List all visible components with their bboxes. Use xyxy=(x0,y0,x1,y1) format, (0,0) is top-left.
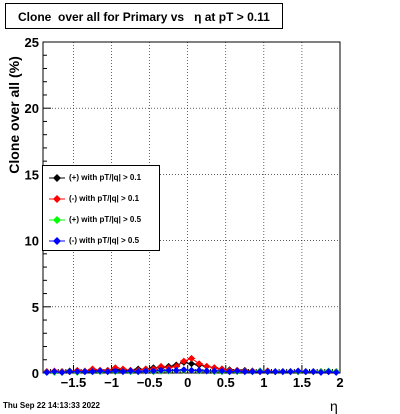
legend-label: (+) with pT/|q| > 0.1 xyxy=(69,173,142,182)
data-point xyxy=(264,368,272,376)
legend-label: (-) with pT/|q| > 0.5 xyxy=(69,236,140,245)
data-point xyxy=(218,367,226,375)
y-tick-label: 5 xyxy=(32,300,39,315)
legend-marker-red xyxy=(49,195,65,203)
data-point xyxy=(203,367,211,375)
data-point xyxy=(210,367,218,375)
series-3 xyxy=(43,366,340,376)
legend-entry: (+) with pT/|q| > 0.5 xyxy=(43,210,159,230)
data-point xyxy=(195,360,203,368)
data-point xyxy=(180,366,188,374)
data-point xyxy=(294,367,302,375)
data-point xyxy=(256,368,264,376)
data-point xyxy=(309,368,317,376)
chart-title: Clone over all for Primary vs η at pT > … xyxy=(18,10,270,24)
data-point xyxy=(134,368,142,376)
data-point xyxy=(248,368,256,376)
legend-label: (-) with pT/|q| > 0.1 xyxy=(69,194,140,203)
data-point xyxy=(149,367,157,375)
x-tick-label: −1.5 xyxy=(61,375,87,390)
x-tick-label: 2 xyxy=(336,375,343,390)
data-point xyxy=(180,357,188,365)
data-point xyxy=(317,368,325,376)
y-tick-label: 0 xyxy=(32,366,39,381)
x-tick-label: 0 xyxy=(184,375,191,390)
data-series xyxy=(43,354,340,376)
data-point xyxy=(66,368,74,376)
data-point xyxy=(73,368,81,376)
data-point xyxy=(188,366,195,374)
data-point xyxy=(50,368,58,376)
legend-marker-green xyxy=(49,216,65,224)
data-point xyxy=(43,368,51,376)
data-point xyxy=(302,368,310,376)
x-tick-label: 1.5 xyxy=(293,375,311,390)
data-point xyxy=(188,360,195,368)
data-point xyxy=(172,366,180,374)
data-point xyxy=(142,367,150,375)
y-tick-label: 20 xyxy=(25,101,39,116)
date-stamp: Thu Sep 22 14:13:33 2022 xyxy=(3,401,100,410)
data-point xyxy=(233,367,241,375)
data-point xyxy=(96,367,104,375)
legend-entry: (-) with pT/|q| > 0.1 xyxy=(43,189,159,209)
legend-entry: (-) with pT/|q| > 0.5 xyxy=(43,231,159,251)
data-point xyxy=(89,368,96,376)
legend-label: (+) with pT/|q| > 0.5 xyxy=(69,215,142,224)
data-point xyxy=(172,362,180,370)
data-point xyxy=(165,366,173,374)
data-point xyxy=(58,368,66,376)
data-point xyxy=(332,368,340,376)
legend-entry: (+) with pT/|q| > 0.1 xyxy=(43,168,159,188)
data-point xyxy=(271,368,279,376)
legend-marker-blue xyxy=(49,237,65,245)
legend-marker-black xyxy=(49,174,65,182)
y-tick-label: 10 xyxy=(25,234,39,249)
x-tick-label: −0.5 xyxy=(137,375,163,390)
y-axis-label: Clone over all (%) xyxy=(6,56,22,174)
data-point xyxy=(279,368,287,376)
data-point xyxy=(119,368,127,376)
data-point xyxy=(325,368,333,376)
legend: (+) with pT/|q| > 0.1 (-) with pT/|q| > … xyxy=(42,165,160,251)
x-tick-label: −1 xyxy=(104,375,119,390)
data-point xyxy=(188,354,195,362)
x-tick-label: 1 xyxy=(260,375,267,390)
data-point xyxy=(81,368,89,376)
x-tick-label: 0.5 xyxy=(217,375,235,390)
y-tick-label: 15 xyxy=(25,167,39,182)
data-point xyxy=(226,368,234,376)
data-point xyxy=(104,368,112,376)
title-box: Clone over all for Primary vs η at pT > … xyxy=(5,3,283,29)
y-axis-label-box: Clone over all (%) xyxy=(2,56,26,173)
data-point xyxy=(157,366,165,374)
data-point xyxy=(195,366,203,374)
data-point xyxy=(241,368,249,376)
y-tick-label: 25 xyxy=(25,35,39,50)
x-axis-label: η xyxy=(330,398,338,414)
data-point xyxy=(157,362,165,370)
data-point xyxy=(111,367,119,375)
data-point xyxy=(287,368,294,376)
data-point xyxy=(127,367,135,375)
data-point xyxy=(203,362,211,370)
